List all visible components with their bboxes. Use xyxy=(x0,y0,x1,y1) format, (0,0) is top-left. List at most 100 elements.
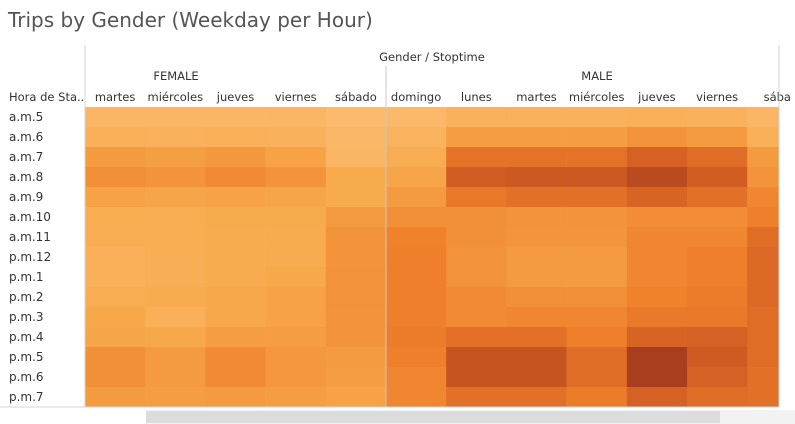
heatmap-cell[interactable] xyxy=(386,127,447,148)
heatmap-cell[interactable] xyxy=(626,327,688,348)
heatmap-cell[interactable] xyxy=(506,387,567,408)
heatmap-cell[interactable] xyxy=(626,247,688,268)
heatmap-cell[interactable] xyxy=(687,307,748,328)
heatmap-cell[interactable] xyxy=(386,287,447,308)
heatmap-cell[interactable] xyxy=(325,187,387,208)
heatmap-cell[interactable] xyxy=(566,167,628,188)
heatmap-cell[interactable] xyxy=(386,387,447,408)
heatmap-cell[interactable] xyxy=(325,387,387,408)
heatmap-cell[interactable] xyxy=(626,267,688,288)
heatmap-cell[interactable] xyxy=(566,147,628,168)
heatmap-cell[interactable] xyxy=(566,187,628,208)
heatmap-cell[interactable] xyxy=(325,107,387,128)
heatmap-cell[interactable] xyxy=(446,387,507,408)
heatmap-cell[interactable] xyxy=(446,227,507,248)
heatmap-cell[interactable] xyxy=(325,287,387,308)
heatmap-cell[interactable] xyxy=(506,287,567,308)
heatmap-cell[interactable] xyxy=(446,327,507,348)
heatmap-cell[interactable] xyxy=(386,227,447,248)
heatmap-cell[interactable] xyxy=(506,347,567,368)
heatmap-cell[interactable] xyxy=(506,247,567,268)
heatmap-cell[interactable] xyxy=(85,127,146,148)
heatmap-cell[interactable] xyxy=(265,387,327,408)
heatmap-cell[interactable] xyxy=(506,207,567,228)
heatmap-cell[interactable] xyxy=(566,327,628,348)
heatmap-cell[interactable] xyxy=(386,247,447,268)
heatmap-cell[interactable] xyxy=(566,247,628,268)
heatmap-cell[interactable] xyxy=(145,367,206,388)
heatmap-cell[interactable] xyxy=(85,107,146,128)
heatmap-cell[interactable] xyxy=(747,327,780,348)
heatmap-cell[interactable] xyxy=(626,367,688,388)
heatmap-cell[interactable] xyxy=(386,107,447,128)
heatmap-cell[interactable] xyxy=(145,107,206,128)
heatmap-cell[interactable] xyxy=(566,367,628,388)
heatmap-cell[interactable] xyxy=(386,327,447,348)
heatmap-cell[interactable] xyxy=(566,347,628,368)
heatmap-cell[interactable] xyxy=(205,327,266,348)
heatmap-cell[interactable] xyxy=(205,167,266,188)
heatmap-cell[interactable] xyxy=(506,127,567,148)
heatmap-cell[interactable] xyxy=(205,187,266,208)
heatmap-cell[interactable] xyxy=(265,327,327,348)
heatmap-cell[interactable] xyxy=(386,347,447,368)
heatmap-cell[interactable] xyxy=(626,107,688,128)
heatmap-cell[interactable] xyxy=(85,267,146,288)
heatmap-cell[interactable] xyxy=(265,207,327,228)
heatmap-cell[interactable] xyxy=(687,167,748,188)
heatmap-cell[interactable] xyxy=(446,367,507,388)
heatmap-cell[interactable] xyxy=(145,227,206,248)
heatmap-cell[interactable] xyxy=(85,227,146,248)
heatmap-cell[interactable] xyxy=(747,347,780,368)
heatmap-cell[interactable] xyxy=(386,207,447,228)
heatmap-cell[interactable] xyxy=(446,207,507,228)
heatmap-cell[interactable] xyxy=(626,347,688,368)
heatmap-cell[interactable] xyxy=(265,247,327,268)
heatmap-cell[interactable] xyxy=(446,167,507,188)
heatmap-cell[interactable] xyxy=(687,107,748,128)
heatmap-cell[interactable] xyxy=(506,267,567,288)
heatmap-cell[interactable] xyxy=(205,347,266,368)
heatmap-cell[interactable] xyxy=(446,267,507,288)
heatmap-cell[interactable] xyxy=(145,327,206,348)
heatmap-cell[interactable] xyxy=(386,267,447,288)
heatmap-cell[interactable] xyxy=(566,207,628,228)
heatmap-cell[interactable] xyxy=(446,127,507,148)
heatmap-cell[interactable] xyxy=(145,347,206,368)
heatmap-cell[interactable] xyxy=(506,367,567,388)
heatmap-cell[interactable] xyxy=(446,187,507,208)
heatmap-cell[interactable] xyxy=(145,247,206,268)
heatmap-cell[interactable] xyxy=(325,227,387,248)
heatmap-cell[interactable] xyxy=(446,307,507,328)
heatmap-cell[interactable] xyxy=(446,287,507,308)
heatmap-cell[interactable] xyxy=(205,367,266,388)
heatmap-cell[interactable] xyxy=(145,287,206,308)
heatmap-cell[interactable] xyxy=(265,287,327,308)
heatmap-cell[interactable] xyxy=(566,227,628,248)
heatmap-cell[interactable] xyxy=(265,267,327,288)
heatmap-cell[interactable] xyxy=(506,227,567,248)
heatmap-cell[interactable] xyxy=(325,367,387,388)
heatmap-cell[interactable] xyxy=(265,187,327,208)
heatmap-cell[interactable] xyxy=(145,387,206,408)
heatmap-cell[interactable] xyxy=(386,147,447,168)
heatmap-cell[interactable] xyxy=(566,107,628,128)
heatmap-cell[interactable] xyxy=(145,207,206,228)
heatmap-cell[interactable] xyxy=(265,227,327,248)
heatmap-cell[interactable] xyxy=(566,287,628,308)
heatmap-cell[interactable] xyxy=(687,207,748,228)
heatmap-cell[interactable] xyxy=(265,307,327,328)
heatmap-cell[interactable] xyxy=(85,327,146,348)
heatmap-cell[interactable] xyxy=(747,287,780,308)
heatmap-cell[interactable] xyxy=(626,387,688,408)
heatmap-cell[interactable] xyxy=(386,187,447,208)
heatmap-cell[interactable] xyxy=(747,227,780,248)
heatmap-cell[interactable] xyxy=(265,147,327,168)
heatmap-cell[interactable] xyxy=(85,387,146,408)
heatmap-cell[interactable] xyxy=(626,147,688,168)
heatmap-cell[interactable] xyxy=(325,327,387,348)
heatmap-cell[interactable] xyxy=(265,127,327,148)
heatmap-cell[interactable] xyxy=(506,147,567,168)
heatmap-cell[interactable] xyxy=(386,167,447,188)
heatmap-cell[interactable] xyxy=(446,247,507,268)
